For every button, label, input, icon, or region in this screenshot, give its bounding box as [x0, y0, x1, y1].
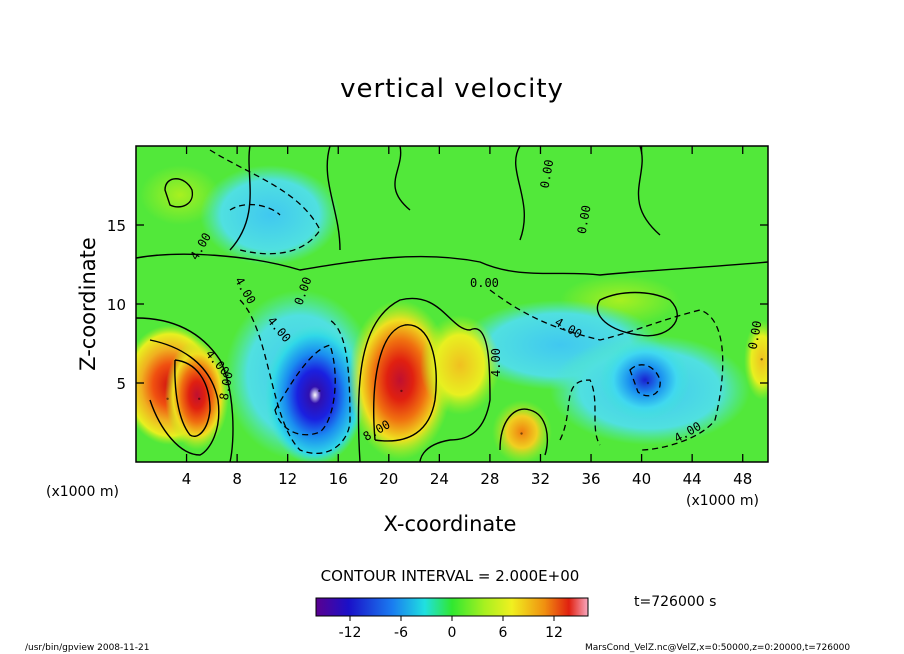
- x-tick-label: 32: [531, 470, 550, 488]
- contour-label: 0.00: [746, 320, 765, 351]
- y-tick-label: 5: [116, 375, 126, 393]
- heatmap-field: [136, 146, 768, 462]
- colorbar-tick-label: -6: [394, 625, 408, 641]
- feature-markers: [166, 358, 763, 435]
- footer-right: MarsCond_VelZ.nc@VelZ,x=0:50000,z=0:2000…: [585, 643, 851, 653]
- contour-label: 0.00: [575, 204, 594, 235]
- x-tick-label: 40: [632, 470, 651, 488]
- colorbar: [315, 597, 589, 617]
- x-tick-label: 16: [329, 470, 348, 488]
- y-axis-ticks: 5 10 15: [107, 217, 768, 393]
- x-tick-label: 44: [683, 470, 702, 488]
- contour-label: 0.00: [538, 158, 557, 189]
- x-tick-label: 4: [182, 470, 192, 488]
- contour-lines-negative: [209, 149, 724, 455]
- feature-downdraft-1: [318, 389, 321, 393]
- x-tick-label: 24: [430, 470, 449, 488]
- chart-title: vertical velocity: [340, 74, 564, 104]
- feature-updraft-1: [166, 397, 169, 400]
- contour-label: 4.00: [489, 348, 503, 377]
- x-tick-label: 12: [278, 470, 297, 488]
- x-tick-label: 48: [733, 470, 752, 488]
- colorbar-tick-label: 0: [448, 625, 457, 641]
- feature-updraft-3: [400, 389, 403, 393]
- x-tick-label: 8: [232, 470, 242, 488]
- colorbar-tick-label: 12: [545, 625, 563, 641]
- x-tick-label: 36: [581, 470, 600, 488]
- feature-updraft-4: [520, 432, 523, 435]
- y-tick-label: 10: [107, 296, 126, 314]
- colorbar-tick-label: 6: [499, 625, 508, 641]
- x-tick-label: 28: [480, 470, 499, 488]
- contour-label: 8.00: [217, 370, 236, 401]
- x-tick-label: 20: [379, 470, 398, 488]
- feature-downdraft-2: [646, 381, 650, 385]
- contour-label: 0.00: [470, 276, 499, 290]
- colorbar-ticks: -12 -6 0 6 12: [339, 616, 563, 641]
- feature-updraft-5: [760, 358, 763, 361]
- y-axis-label: Z-coordinate: [76, 237, 100, 371]
- colorbar-tick-label: -12: [339, 625, 362, 641]
- footer-left: /usr/bin/gpview 2008-11-21: [25, 643, 150, 653]
- feature-updraft-2: [198, 397, 201, 400]
- y-tick-label: 15: [107, 217, 126, 235]
- contour-lines: [136, 146, 768, 462]
- x-axis-ticks: 4 8 12 16 20 24 28 32 36 40 44 48: [182, 146, 752, 488]
- x-axis-unit: (x1000 m): [686, 493, 759, 509]
- contour-interval: CONTOUR INTERVAL = 2.000E+00: [320, 567, 580, 585]
- y-axis-unit: (x1000 m): [46, 484, 119, 500]
- time-label: t=726000 s: [634, 594, 717, 610]
- x-axis-label: X-coordinate: [383, 512, 517, 536]
